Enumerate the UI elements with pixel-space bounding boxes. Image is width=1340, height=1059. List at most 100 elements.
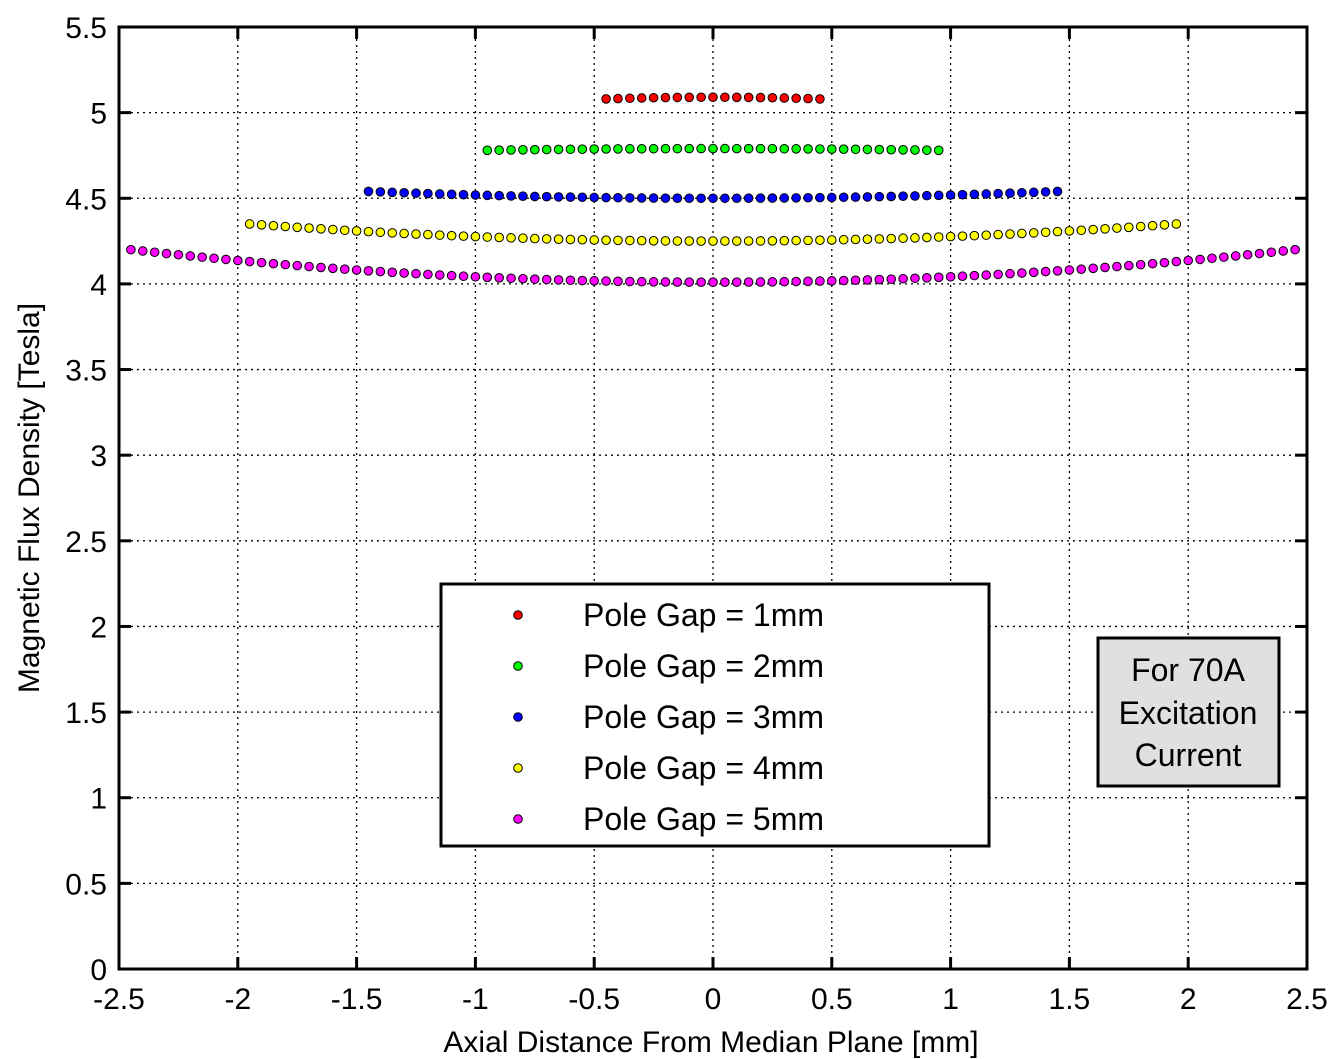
data-point xyxy=(672,277,683,287)
data-point xyxy=(387,228,398,238)
data-point xyxy=(1207,253,1217,264)
data-point xyxy=(743,277,754,287)
data-point xyxy=(815,94,825,104)
data-point xyxy=(874,191,885,202)
data-point xyxy=(720,143,730,154)
x-tick-label: 0 xyxy=(705,983,722,1016)
data-point xyxy=(910,191,920,201)
data-point xyxy=(696,277,706,287)
data-point xyxy=(755,143,766,154)
data-point xyxy=(1076,225,1087,236)
data-point xyxy=(268,220,279,231)
data-point xyxy=(743,92,754,103)
data-point xyxy=(304,261,314,272)
data-point xyxy=(933,145,944,156)
data-point xyxy=(720,277,730,287)
data-point xyxy=(434,270,445,280)
data-point xyxy=(862,144,873,155)
data-point xyxy=(981,189,992,199)
data-point xyxy=(1135,259,1146,270)
data-point xyxy=(411,229,421,239)
data-point xyxy=(1005,229,1015,239)
data-point xyxy=(1040,187,1051,197)
x-tick-label: -0.5 xyxy=(568,983,620,1016)
data-point xyxy=(827,192,837,203)
data-point xyxy=(1040,266,1051,277)
data-point xyxy=(779,93,790,103)
data-point xyxy=(494,190,504,201)
annotation-line-3: Current xyxy=(1135,737,1242,773)
data-point xyxy=(922,232,932,243)
data-point xyxy=(660,193,671,203)
data-point xyxy=(838,275,849,286)
data-point xyxy=(1195,254,1205,265)
annotation-line-1: For 70A xyxy=(1131,652,1245,688)
data-point xyxy=(827,276,837,286)
data-point xyxy=(1135,221,1146,232)
data-point xyxy=(530,191,540,202)
data-point xyxy=(446,270,457,281)
x-tick-label: -1 xyxy=(462,983,489,1016)
data-point xyxy=(815,144,825,154)
data-point xyxy=(506,233,516,243)
data-point xyxy=(530,274,540,284)
data-point xyxy=(470,231,481,242)
data-point xyxy=(838,234,849,245)
data-point xyxy=(827,144,837,154)
series-2 xyxy=(482,143,944,156)
data-point xyxy=(149,247,160,258)
data-point xyxy=(898,273,908,284)
series-1 xyxy=(601,92,825,104)
data-point xyxy=(351,265,362,275)
data-point xyxy=(577,234,588,245)
data-point xyxy=(850,144,861,155)
x-tick-label: 2 xyxy=(1180,983,1197,1016)
data-point xyxy=(660,277,671,287)
data-point xyxy=(1171,219,1182,229)
data-point xyxy=(1100,262,1110,273)
data-point xyxy=(684,277,695,287)
data-point xyxy=(363,265,374,276)
legend-items: Pole Gap = 1mm Pole Gap = 2mm Pole Gap = 3… xyxy=(513,597,824,837)
data-point xyxy=(1290,244,1300,255)
y-tick-label: 2 xyxy=(90,611,107,644)
data-point xyxy=(553,275,564,285)
data-point xyxy=(518,191,528,201)
data-point xyxy=(767,277,778,287)
data-point xyxy=(957,189,968,200)
data-point xyxy=(672,143,683,154)
data-point xyxy=(636,193,647,203)
data-point xyxy=(601,192,611,203)
data-point xyxy=(743,143,754,154)
data-point xyxy=(541,274,552,285)
data-point xyxy=(399,228,409,239)
data-point xyxy=(933,190,944,201)
data-point xyxy=(1278,246,1289,256)
data-point xyxy=(1124,222,1134,233)
data-point xyxy=(446,230,457,241)
data-point xyxy=(886,191,897,202)
data-point xyxy=(423,229,433,240)
data-point xyxy=(518,233,528,244)
data-point xyxy=(1005,188,1015,198)
data-point xyxy=(1028,267,1039,278)
data-point xyxy=(862,234,873,244)
data-point xyxy=(280,221,291,232)
data-point xyxy=(779,276,790,287)
data-point xyxy=(648,92,659,103)
data-point xyxy=(922,273,932,283)
data-point xyxy=(708,92,718,103)
data-point xyxy=(910,273,920,284)
data-point xyxy=(625,193,635,203)
data-point xyxy=(1159,257,1170,268)
data-point xyxy=(625,276,635,287)
data-point xyxy=(541,191,552,202)
data-point xyxy=(363,186,374,197)
data-point xyxy=(1052,186,1063,197)
data-point xyxy=(173,249,184,260)
data-point xyxy=(482,232,493,242)
data-point xyxy=(779,143,790,154)
data-point xyxy=(375,266,386,277)
data-point xyxy=(1266,247,1277,258)
y-tick-label: 3 xyxy=(90,440,107,473)
